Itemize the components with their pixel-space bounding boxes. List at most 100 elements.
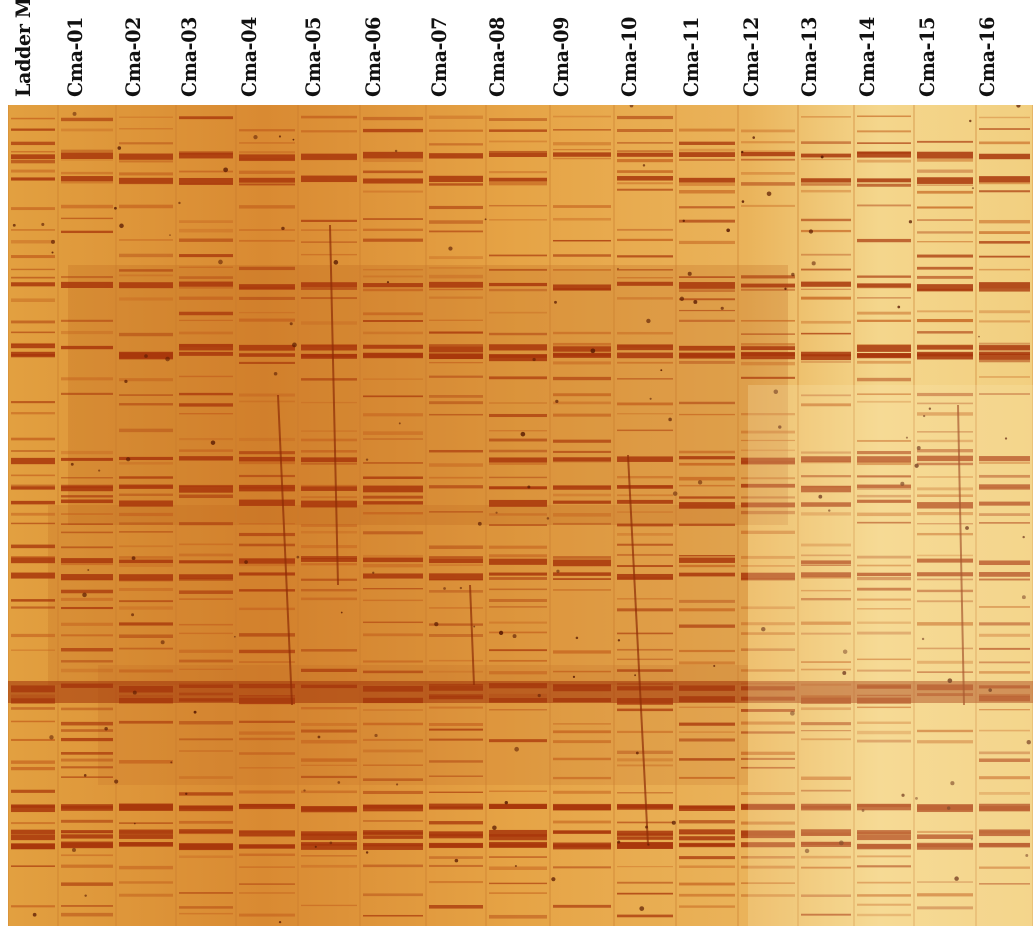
gel-band (801, 178, 851, 183)
gel-band (917, 449, 973, 453)
gel-band (119, 760, 173, 764)
gel-band (489, 499, 547, 507)
gel-speck (333, 260, 339, 265)
gel-band (61, 804, 113, 809)
gel-band (429, 634, 483, 637)
gel-speck (811, 261, 816, 266)
gel-band (801, 722, 851, 726)
gel-band (489, 171, 547, 174)
gel-band (239, 803, 295, 810)
gel-band (857, 377, 911, 382)
gel-band (979, 501, 1030, 506)
gel-band (239, 284, 295, 290)
gel-band (61, 176, 113, 182)
gel-band (679, 564, 735, 568)
gel-speck (639, 906, 645, 911)
gel-band (239, 129, 295, 132)
gel-band (857, 512, 911, 517)
gel-band (11, 154, 55, 160)
gel-band (239, 353, 295, 357)
gel-speck (87, 569, 90, 571)
gel-band (857, 494, 911, 498)
gel-band (857, 183, 911, 187)
gel-band (553, 217, 611, 221)
gel-band (617, 269, 673, 271)
gel-speck (443, 587, 446, 590)
gel-band (801, 668, 851, 671)
gel-band (801, 158, 851, 161)
gel-speck (988, 688, 992, 692)
gel-band (11, 128, 55, 131)
gel-band (857, 706, 911, 709)
gel-band (741, 842, 795, 848)
gel-band (429, 346, 483, 353)
gel-speck (169, 234, 171, 236)
gel-band (617, 865, 673, 868)
gel-speck (546, 517, 550, 520)
gel-band (429, 545, 483, 549)
gel-band (239, 499, 295, 506)
gel-band (11, 804, 55, 808)
gel-band (979, 376, 1030, 378)
gel-band (119, 493, 173, 496)
gel-band (917, 660, 973, 664)
gel-band (179, 343, 233, 351)
gel-band (11, 331, 55, 334)
gel-band (429, 361, 483, 364)
gel-band (489, 631, 547, 634)
gel-speck (946, 806, 951, 810)
gel-band (679, 206, 735, 209)
gel-band (857, 913, 911, 917)
gel-band (61, 486, 113, 492)
gel-speck (82, 592, 87, 598)
gel-speck (828, 509, 831, 512)
gel-band (429, 775, 483, 777)
gel-band (857, 855, 911, 858)
gel-speck (668, 417, 672, 422)
gel-band (61, 281, 113, 289)
gel-band (179, 750, 233, 752)
gel-band (857, 475, 911, 478)
gel-band (917, 392, 973, 397)
gel-band (429, 220, 483, 224)
gel-light-region (748, 385, 1033, 926)
gel-band (801, 707, 851, 711)
gel-band (979, 241, 1030, 244)
gel-speck (178, 201, 181, 205)
lane-label-cma-11: Cma-11 (679, 16, 704, 97)
gel-band (363, 842, 423, 847)
gel-band (617, 456, 673, 462)
gel-band (741, 669, 795, 672)
gel-band (301, 558, 357, 562)
gel-band (179, 522, 233, 526)
gel-band (363, 709, 423, 711)
gel-band (11, 229, 55, 231)
gel-band (363, 914, 423, 917)
gel-band (801, 502, 851, 507)
gel-band (917, 184, 973, 186)
gel-band (857, 730, 911, 735)
gel-band (301, 229, 357, 231)
gel-band (679, 661, 735, 665)
gel-band (979, 829, 1030, 837)
gel-speck (922, 414, 926, 418)
gel-band (617, 499, 673, 504)
gel-band (429, 274, 483, 279)
gel-band (553, 589, 611, 591)
gel-band (489, 219, 547, 221)
gel-speck (537, 693, 541, 698)
gel-band (119, 142, 173, 145)
gel-band (617, 238, 673, 242)
gel-band (979, 842, 1030, 847)
gel-band (489, 829, 547, 837)
gel-band (801, 805, 851, 811)
gel-band (179, 266, 233, 268)
gel-band (429, 831, 483, 837)
gel-band (179, 287, 233, 289)
gel-band (363, 352, 423, 358)
gel-band (11, 633, 55, 638)
gel-band (979, 622, 1030, 626)
gel-speck (477, 521, 482, 526)
gel-band (301, 496, 357, 499)
gel-band (489, 129, 547, 132)
